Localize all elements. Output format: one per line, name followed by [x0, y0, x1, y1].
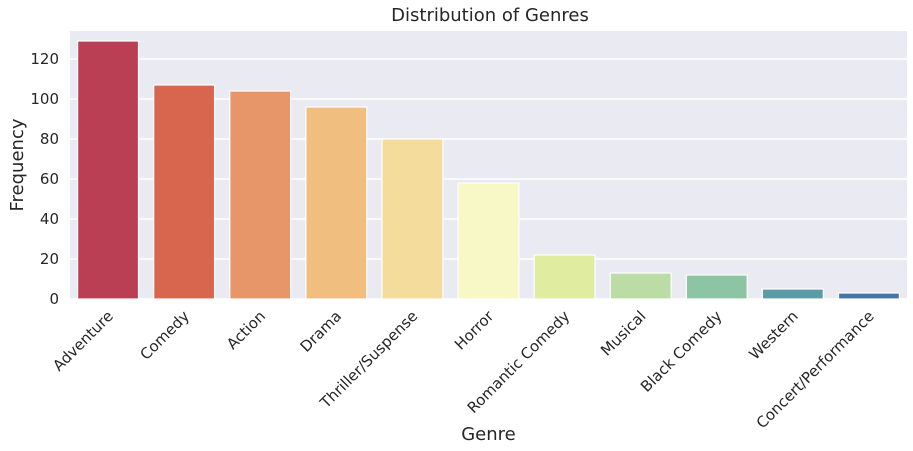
- bar: [761, 288, 824, 300]
- y-tick-label: 80: [40, 130, 59, 148]
- bar: [533, 254, 596, 300]
- bar: [457, 182, 520, 300]
- bar: [77, 40, 140, 300]
- x-tick-label: Horror: [451, 307, 498, 354]
- x-tick-label: Adventure: [49, 307, 117, 375]
- bar: [609, 272, 672, 300]
- x-tick-label: Drama: [297, 307, 346, 356]
- bar: [381, 138, 444, 300]
- bars: [77, 40, 900, 300]
- y-tick-label: 40: [40, 210, 59, 228]
- y-axis-ticks: 0 20 40 60 80 100 120: [30, 50, 59, 308]
- bar: [153, 84, 216, 300]
- x-tick-label: Musical: [597, 307, 649, 359]
- bar: [837, 292, 900, 300]
- bar: [305, 106, 368, 300]
- y-tick-label: 60: [40, 170, 59, 188]
- bar: [229, 90, 292, 300]
- chart-title: Distribution of Genres: [391, 5, 589, 26]
- y-tick-label: 100: [30, 90, 59, 108]
- x-axis-title: Genre: [461, 424, 516, 445]
- x-tick-label: Western: [745, 307, 801, 363]
- y-tick-label: 120: [30, 50, 59, 68]
- y-axis-title: Frequency: [7, 118, 28, 211]
- bar: [685, 274, 748, 300]
- x-tick-label: Black Comedy: [637, 307, 726, 396]
- y-tick-label: 0: [49, 290, 59, 308]
- x-axis-ticks: Adventure Comedy Action DramaThriller/Suspe…: [49, 307, 878, 433]
- y-tick-label: 20: [40, 250, 59, 268]
- x-tick-label: Action: [223, 307, 269, 353]
- x-tick-label: Comedy: [136, 307, 193, 364]
